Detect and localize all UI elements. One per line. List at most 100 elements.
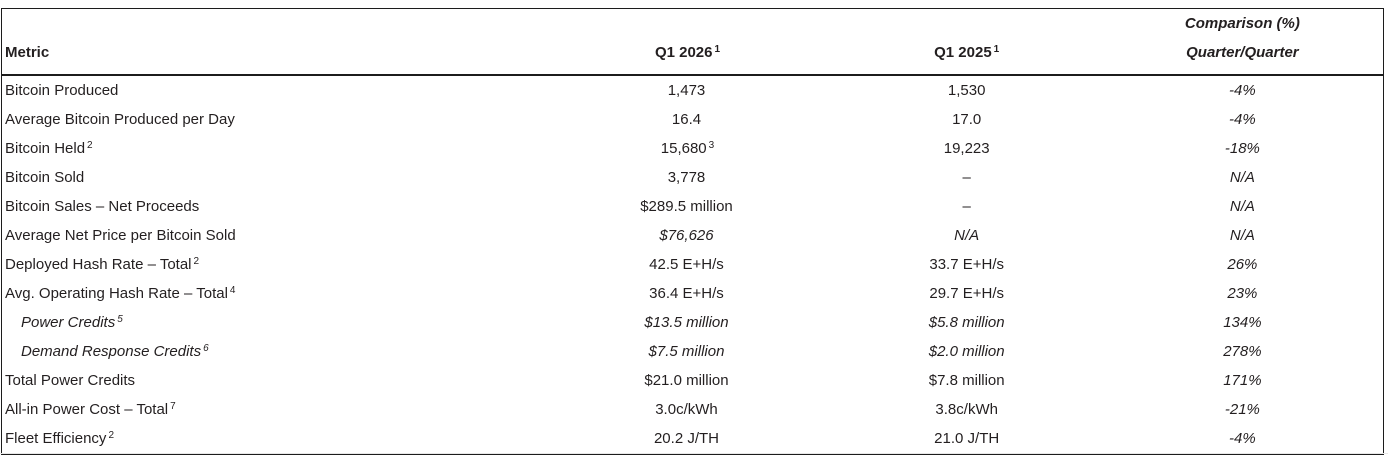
table-header: Metric Q1 2026 1 Q1 2025 1 Comparison (%) … xyxy=(2,9,1383,76)
q1-2026-cell: $7.5 million xyxy=(543,337,831,366)
page-divider xyxy=(0,453,1388,454)
metric-cell: Bitcoin Sold xyxy=(2,163,543,192)
footnote-marker: 2 xyxy=(108,430,114,441)
table-row: Demand Response Credits 6 $7.5 million $2.0… xyxy=(2,337,1383,366)
metric-cell: Average Net Price per Bitcoin Sold xyxy=(2,221,543,250)
metric-label: Demand Response Credits xyxy=(21,343,202,360)
metric-cell: Bitcoin Held 2 xyxy=(2,134,543,163)
metric-label: Bitcoin Produced xyxy=(5,82,119,99)
table-row: Total Power Credits $21.0 million $7.8 mil… xyxy=(2,366,1383,395)
quarterly-metrics-table: Metric Q1 2026 1 Q1 2025 1 Comparison (%) … xyxy=(2,9,1383,453)
q1-2026-cell: 3,778 xyxy=(543,163,831,192)
column-header-q1-2026: Q1 2026 1 xyxy=(543,9,832,76)
comparison-cell: -4% xyxy=(1102,75,1383,105)
q1-2026-value: 3,778 xyxy=(667,169,706,186)
metric-header-label: Metric xyxy=(5,44,50,61)
metric-label: Average Net Price per Bitcoin Sold xyxy=(5,227,236,244)
comparison-cell: 26% xyxy=(1102,250,1383,279)
comparison-value: -18% xyxy=(1224,140,1260,157)
comparison-cell: -4% xyxy=(1102,424,1383,453)
table-row: Average Net Price per Bitcoin Sold $76,62… xyxy=(2,221,1383,250)
column-header-comparison: Comparison (%) Quarter/Quarter xyxy=(1101,9,1383,76)
q1-2026-cell: 15,680 3 xyxy=(543,134,831,163)
footnote-marker: 4 xyxy=(229,285,236,296)
q1-2025-cell: 3.8c/kWh xyxy=(832,395,1102,424)
q1-2025-cell: 17.0 xyxy=(832,105,1102,134)
comparison-cell: N/A xyxy=(1102,163,1383,192)
metric-cell: Bitcoin Produced xyxy=(2,75,543,105)
q1-2025-cell: $5.8 million xyxy=(832,308,1102,337)
q1-2026-value: 42.5 E+H/s xyxy=(649,256,724,273)
metric-label: Power Credits xyxy=(21,314,116,331)
q1-2026-value: $13.5 million xyxy=(644,314,729,331)
table-row: All-in Power Cost – Total 7 3.0c/kWh 3.8c/k… xyxy=(2,395,1383,424)
comparison-header-line1: Comparison (%) xyxy=(1184,15,1300,32)
column-header-metric: Metric xyxy=(2,9,544,76)
footnote-marker: 2 xyxy=(193,256,200,267)
q1-2025-cell: 29.7 E+H/s xyxy=(832,279,1102,308)
comparison-value: N/A xyxy=(1229,198,1255,215)
comparison-cell: -4% xyxy=(1102,105,1383,134)
q1-2025-cell: 19,223 xyxy=(832,134,1102,163)
q1-2025-value: 29.7 E+H/s xyxy=(929,285,1004,302)
footnote-marker: 1 xyxy=(993,44,1000,55)
q1-2026-cell: $21.0 million xyxy=(543,366,831,395)
q1-2026-value: $21.0 million xyxy=(644,372,729,389)
column-header-q1-2025: Q1 2025 1 xyxy=(831,9,1102,76)
q1-2025-value: $7.8 million xyxy=(928,372,1005,389)
table-row: Bitcoin Produced 1,473 1,530 -4% xyxy=(2,75,1383,105)
q1-2026-cell: $13.5 million xyxy=(543,308,831,337)
metric-label: Bitcoin Sales – Net Proceeds xyxy=(5,198,200,215)
metric-label: Deployed Hash Rate – Total xyxy=(5,256,192,273)
q1-2025-cell: 33.7 E+H/s xyxy=(832,250,1102,279)
q1-2025-header-label: Q1 2025 xyxy=(934,44,992,61)
q1-2026-cell: 16.4 xyxy=(543,105,831,134)
metric-label: Bitcoin Sold xyxy=(5,169,85,186)
q1-2025-value: 21.0 J/TH xyxy=(934,430,1000,447)
comparison-cell: N/A xyxy=(1102,221,1383,250)
comparison-value: 278% xyxy=(1223,343,1262,360)
metric-cell: Bitcoin Sales – Net Proceeds xyxy=(2,192,543,221)
metric-label: Fleet Efficiency xyxy=(5,430,107,447)
footnote-marker: 6 xyxy=(203,343,209,354)
q1-2026-value: 16.4 xyxy=(671,111,702,128)
footnote-marker: 5 xyxy=(117,314,123,325)
q1-2026-value: $76,626 xyxy=(659,227,714,244)
comparison-cell: N/A xyxy=(1102,192,1383,221)
metric-cell: Demand Response Credits 6 xyxy=(2,337,543,366)
metric-label: Bitcoin Held xyxy=(5,140,86,157)
comparison-header-line2: Quarter/Quarter xyxy=(1186,44,1299,61)
q1-2026-cell: 36.4 E+H/s xyxy=(543,279,831,308)
q1-2025-value: 1,530 xyxy=(947,82,986,99)
table-row: Average Bitcoin Produced per Day 16.4 17.0… xyxy=(2,105,1383,134)
metric-cell: Avg. Operating Hash Rate – Total 4 xyxy=(2,279,543,308)
comparison-value: -4% xyxy=(1229,111,1256,128)
table-row: Bitcoin Sales – Net Proceeds $289.5 milli… xyxy=(2,192,1383,221)
footnote-marker: 2 xyxy=(87,140,93,151)
q1-2025-cell: $2.0 million xyxy=(832,337,1102,366)
comparison-value: 134% xyxy=(1223,314,1262,331)
table-row: Deployed Hash Rate – Total 2 42.5 E+H/s 33.… xyxy=(2,250,1383,279)
q1-2026-cell: $289.5 million xyxy=(543,192,831,221)
q1-2026-value: 1,473 xyxy=(667,82,706,99)
comparison-value: N/A xyxy=(1229,169,1255,186)
comparison-cell: 278% xyxy=(1102,337,1383,366)
comparison-value: 23% xyxy=(1227,285,1258,302)
comparison-value: 171% xyxy=(1223,372,1262,389)
q1-2025-cell: 21.0 J/TH xyxy=(832,424,1102,453)
table-row: Avg. Operating Hash Rate – Total 4 36.4 E+… xyxy=(2,279,1383,308)
table-row: Fleet Efficiency 2 20.2 J/TH 21.0 J/TH -4% xyxy=(2,424,1383,453)
q1-2025-cell: $7.8 million xyxy=(832,366,1102,395)
comparison-cell: -21% xyxy=(1102,395,1383,424)
q1-2026-value: 20.2 J/TH xyxy=(653,430,719,447)
q1-2025-value: – xyxy=(962,198,971,215)
metric-cell: Deployed Hash Rate – Total 2 xyxy=(2,250,543,279)
q1-2026-value: 36.4 E+H/s xyxy=(649,285,724,302)
q1-2026-value: 15,680 xyxy=(660,140,707,157)
q1-2025-value: N/A xyxy=(954,227,980,244)
metric-label: All-in Power Cost – Total xyxy=(5,401,169,418)
q1-2026-cell: 20.2 J/TH xyxy=(543,424,831,453)
comparison-value: N/A xyxy=(1229,227,1255,244)
q1-2026-cell: $76,626 xyxy=(543,221,831,250)
q1-2025-value: 3.8c/kWh xyxy=(935,401,998,418)
